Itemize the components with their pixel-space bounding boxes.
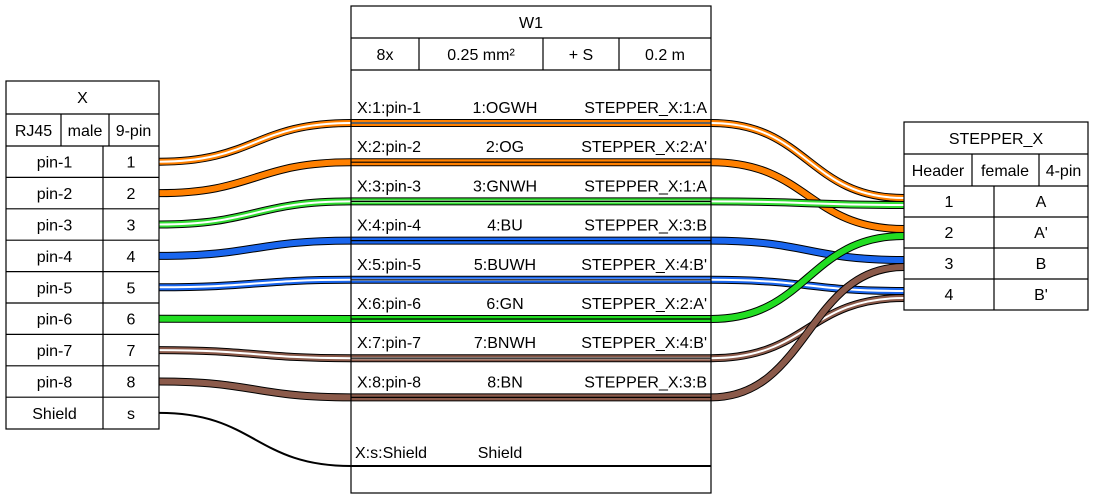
connector-x-pin-label: pin-6: [37, 312, 73, 329]
cable-wire-to: STEPPER_X:3:B: [584, 374, 707, 391]
connector-x-pin-label: pin-4: [37, 249, 73, 266]
connector-x-type: RJ45: [15, 123, 52, 140]
cable-wire-id: 8:BN: [487, 374, 523, 391]
cable-length: 0.2 m: [645, 47, 685, 64]
connector-stepper-pin-number: 3: [945, 256, 954, 273]
cable-wire-from: X:5:pin-5: [357, 257, 421, 274]
wire-3: [158, 197, 905, 229]
connector-x-pin-number: 8: [127, 375, 136, 392]
connector-x-pin-number: s: [127, 406, 135, 423]
cable-wire-to: STEPPER_X:2:A': [581, 296, 707, 313]
connector-stepper-pin-label: A: [1036, 194, 1047, 211]
cable-wire-id: 3:GNWH: [473, 178, 537, 195]
cable-wire-from: X:8:pin-8: [357, 374, 421, 391]
connector-x-pin-number: 4: [127, 249, 136, 266]
wires-layer: [158, 119, 905, 467]
wire-2: [158, 158, 905, 233]
connector-x-title: X: [77, 90, 88, 107]
connector-stepper-pin-number: 2: [945, 225, 954, 242]
connector-stepper-pin-label: B: [1036, 256, 1047, 273]
connector-stepper-pin-number: 4: [945, 287, 954, 304]
connector-x-pin-number: 1: [127, 155, 136, 172]
cable-wire-id: 6:GN: [486, 296, 523, 313]
connector-x-pin-label: pin-1: [37, 155, 73, 172]
cable-wire-from: X:4:pin-4: [357, 218, 421, 235]
connector-stepper-pin-number: 1: [945, 194, 954, 211]
connector-stepper-frame: [903, 121, 1089, 311]
connector-x-pin-label: pin-5: [37, 280, 73, 297]
connector-stepper-type: Header: [912, 163, 965, 180]
connector-x-pin-number: 3: [127, 218, 136, 235]
cable-w1: W1 8x 0.25 mm² + S 0.2 m X:1:pin-1 1:OGWH…: [350, 5, 712, 494]
cable-wire-from: X:7:pin-7: [357, 335, 421, 352]
cable-wire-to: STEPPER_X:1:A: [584, 178, 707, 195]
connector-stepper-pin-label: B': [1034, 287, 1048, 304]
cable-shield-flag: + S: [569, 47, 593, 64]
cable-wire-id: 5:BUWH: [474, 257, 536, 274]
connector-stepper-pin-label: A': [1034, 225, 1048, 242]
cable-wire-from: X:6:pin-6: [357, 296, 421, 313]
connector-x-gender: male: [68, 123, 103, 140]
connector-x: X RJ45 male 9-pin pin-1 1 pin-2 2 pin-3 3 pin-…: [5, 80, 160, 430]
connector-x-pincount: 9-pin: [116, 123, 152, 140]
connector-stepper-gender: female: [981, 163, 1029, 180]
connector-stepper-pincount: 4-pin: [1046, 163, 1082, 180]
cable-wire-count: 8x: [377, 47, 394, 64]
connector-x-pin-number: 2: [127, 186, 136, 203]
connector-x-pin-label: pin-8: [37, 375, 73, 392]
cable-wire-to: STEPPER_X:1:A: [584, 100, 707, 117]
cable-wire-to: STEPPER_X:4:B': [581, 257, 707, 274]
cable-wire-id: 7:BNWH: [474, 335, 536, 352]
cable-shield-label: Shield: [478, 445, 522, 462]
connector-x-pin-number: 7: [127, 343, 136, 360]
connector-x-pin-label: Shield: [32, 406, 76, 423]
cable-wire-id: 4:BU: [487, 218, 523, 235]
wire-shield: [158, 411, 711, 467]
cable-shield-from: X:s:Shield: [355, 445, 427, 462]
cable-wire-id: 2:OG: [486, 139, 524, 156]
connector-x-frame: [5, 80, 160, 430]
wire-5: [158, 275, 905, 295]
connector-x-pin-label: pin-3: [37, 218, 73, 235]
connector-x-pin-number: 6: [127, 312, 136, 329]
connector-x-pin-number: 5: [127, 280, 136, 297]
cable-w1-frame: [350, 5, 712, 494]
cable-wire-from: X:2:pin-2: [357, 139, 421, 156]
connector-x-pin-label: pin-7: [37, 343, 73, 360]
cable-gauge: 0.25 mm²: [447, 47, 515, 64]
cable-wire-id: 1:OGWH: [473, 100, 538, 117]
cable-wire-from: X:1:pin-1: [357, 100, 421, 117]
cable-w1-title: W1: [519, 15, 543, 32]
cable-wire-from: X:3:pin-3: [357, 178, 421, 195]
cable-wire-to: STEPPER_X:4:B': [581, 335, 707, 352]
connector-stepper-x: STEPPER_X Header female 4-pin 1 A 2 A' 3 B 4 B': [903, 121, 1089, 311]
connector-x-pin-label: pin-2: [37, 186, 73, 203]
cable-wire-to: STEPPER_X:2:A': [581, 139, 707, 156]
connector-stepper-title: STEPPER_X: [949, 131, 1044, 148]
cable-wire-to: STEPPER_X:3:B: [584, 218, 707, 235]
